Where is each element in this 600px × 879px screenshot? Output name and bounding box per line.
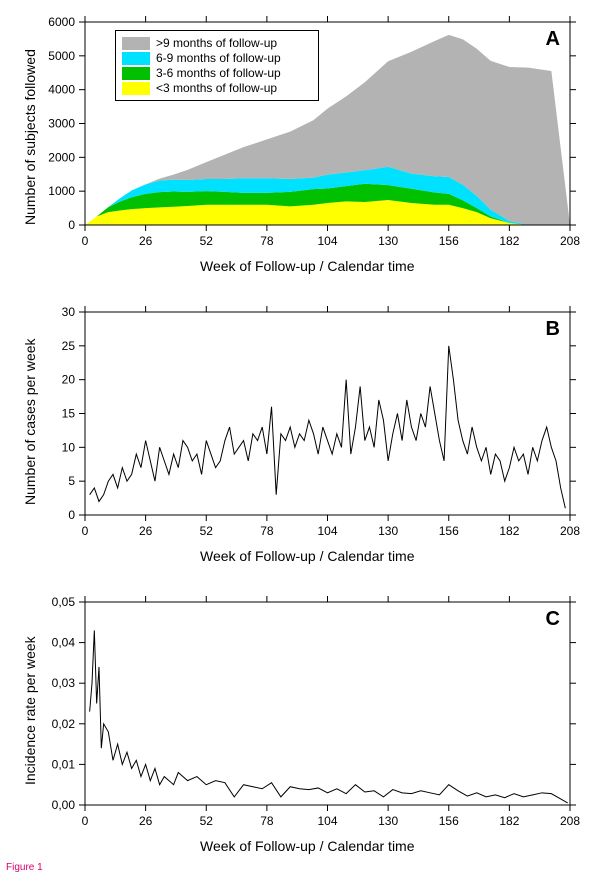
svg-text:208: 208 [560, 234, 580, 248]
svg-text:52: 52 [200, 234, 214, 248]
svg-text:25: 25 [62, 339, 76, 353]
svg-text:20: 20 [62, 373, 76, 387]
svg-text:156: 156 [439, 234, 459, 248]
svg-text:0: 0 [68, 218, 75, 232]
svg-text:0: 0 [82, 524, 89, 538]
legend-swatch [122, 52, 150, 65]
figure-label: Figure 1 [6, 862, 43, 873]
svg-text:4000: 4000 [48, 83, 75, 97]
svg-text:156: 156 [439, 524, 459, 538]
legend-swatch [122, 37, 150, 50]
svg-text:30: 30 [62, 305, 76, 319]
svg-text:78: 78 [260, 234, 274, 248]
chart-c-svg: 0 26 52 78 104 130 156 182 208 0,00 0,01 0,02 0,03 0,… [0, 580, 600, 860]
legend-label: 3-6 months of follow-up [156, 66, 281, 80]
svg-text:182: 182 [499, 234, 519, 248]
svg-text:0,04: 0,04 [52, 636, 76, 650]
panel-b-ylabel: Number of cases per week [22, 338, 38, 505]
svg-text:104: 104 [317, 234, 337, 248]
svg-text:6000: 6000 [48, 15, 75, 29]
svg-text:26: 26 [139, 234, 153, 248]
svg-text:78: 78 [260, 524, 274, 538]
svg-text:0,05: 0,05 [52, 595, 76, 609]
svg-text:0: 0 [82, 234, 89, 248]
svg-text:52: 52 [200, 524, 214, 538]
svg-text:10: 10 [62, 440, 76, 454]
svg-text:208: 208 [560, 814, 580, 828]
legend-item: <3 months of follow-up [122, 81, 312, 95]
panel-a-xlabel: Week of Follow-up / Calendar time [200, 258, 415, 274]
svg-text:0,02: 0,02 [52, 717, 76, 731]
svg-text:2000: 2000 [48, 150, 75, 164]
chart-b-svg: 0 26 52 78 104 130 156 182 208 0 5 10 15 20 25 30 [0, 290, 600, 570]
svg-text:1000: 1000 [48, 184, 75, 198]
legend-label: 6-9 months of follow-up [156, 51, 281, 65]
svg-text:3000: 3000 [48, 117, 75, 131]
svg-text:182: 182 [499, 524, 519, 538]
legend-label: <3 months of follow-up [156, 81, 277, 95]
panel-b-letter: B [546, 318, 560, 341]
legend-item: 3-6 months of follow-up [122, 66, 312, 80]
legend-swatch [122, 67, 150, 80]
svg-text:0,01: 0,01 [52, 757, 76, 771]
panel-c-xlabel: Week of Follow-up / Calendar time [200, 838, 415, 854]
panel-a-legend: >9 months of follow-up6-9 months of foll… [115, 30, 319, 101]
panel-b-xlabel: Week of Follow-up / Calendar time [200, 548, 415, 564]
svg-text:104: 104 [317, 814, 337, 828]
figure-page: 0265278104130156182208010002000300040005… [0, 0, 600, 879]
svg-text:78: 78 [260, 814, 274, 828]
legend-item: >9 months of follow-up [122, 36, 312, 50]
panel-c-ylabel: Incidence rate per week [22, 636, 38, 785]
svg-text:104: 104 [317, 524, 337, 538]
legend-item: 6-9 months of follow-up [122, 51, 312, 65]
svg-text:0: 0 [82, 814, 89, 828]
panel-c: 0 26 52 78 104 130 156 182 208 0,00 0,01 0,02 0,03 0,… [0, 580, 600, 860]
svg-text:156: 156 [439, 814, 459, 828]
svg-text:0,03: 0,03 [52, 676, 76, 690]
svg-text:130: 130 [378, 814, 398, 828]
svg-text:0: 0 [68, 508, 75, 522]
svg-text:52: 52 [200, 814, 214, 828]
panel-c-letter: C [546, 608, 560, 631]
svg-text:0,00: 0,00 [52, 798, 76, 812]
svg-text:208: 208 [560, 524, 580, 538]
svg-text:5000: 5000 [48, 49, 75, 63]
panel-a-ylabel: Number of subjects followed [22, 49, 38, 225]
panel-a: 0 26 52 78 104 130 156 182 208 0 1000 2000 3000 4000 5… [0, 0, 600, 280]
legend-swatch [122, 82, 150, 95]
svg-text:182: 182 [499, 814, 519, 828]
legend-label: >9 months of follow-up [156, 36, 277, 50]
panel-b: 0 26 52 78 104 130 156 182 208 0 5 10 15 20 25 30 Numbe… [0, 290, 600, 570]
svg-text:15: 15 [62, 407, 76, 421]
svg-text:130: 130 [378, 234, 398, 248]
svg-text:5: 5 [68, 474, 75, 488]
panel-a-letter: A [546, 28, 560, 51]
svg-text:130: 130 [378, 524, 398, 538]
svg-text:26: 26 [139, 524, 153, 538]
svg-text:26: 26 [139, 814, 153, 828]
